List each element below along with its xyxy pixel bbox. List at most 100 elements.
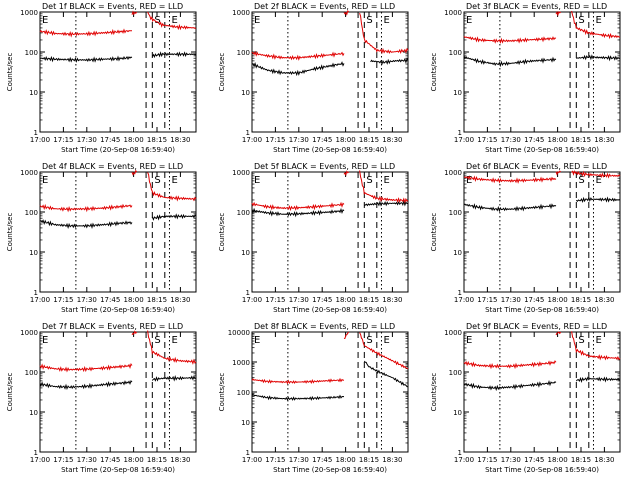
chart-2-xlabel: Start Time (20-Sep-08 16:59:40) bbox=[273, 146, 387, 154]
chart-6-ytick-label-2: 100 bbox=[449, 209, 462, 217]
chart-7-ytick-label-2: 100 bbox=[25, 369, 38, 377]
chart-9-xtick-label-2: 17:30 bbox=[501, 456, 521, 464]
chart-6-xtick-label-2: 17:30 bbox=[501, 296, 521, 304]
chart-8-vline-label-2: S bbox=[366, 335, 372, 346]
chart-6-series-0-seg-1 bbox=[575, 196, 621, 204]
chart-8-series-1-seg-0 bbox=[251, 377, 345, 385]
chart-9-xtick-label-3: 17:45 bbox=[524, 456, 544, 464]
chart-8-xtick-label-5: 18:15 bbox=[359, 456, 379, 464]
chart-6-title: Det 6f BLACK = Events, RED = LLD bbox=[466, 162, 607, 171]
chart-9-xtick-label-5: 18:15 bbox=[571, 456, 591, 464]
chart-8-ytick-label-3: 1000 bbox=[232, 359, 250, 367]
chart-9-series-0-seg-0 bbox=[463, 380, 557, 392]
chart-1-vline-label-2: S bbox=[154, 15, 160, 26]
chart-4-series-1-seg-1 bbox=[131, 169, 138, 176]
chart-5-xlabel: Start Time (20-Sep-08 16:59:40) bbox=[273, 306, 387, 314]
chart-7-series-0-seg-1 bbox=[151, 374, 197, 382]
chart-1-series-1-seg-1 bbox=[131, 10, 138, 16]
chart-2-corner-label: E bbox=[254, 15, 260, 26]
chart-7-corner-label: E bbox=[42, 335, 48, 346]
chart-8-corner-label: E bbox=[254, 335, 260, 346]
chart-7-series-1-seg-0 bbox=[39, 362, 133, 373]
chart-7-xtick-label-0: 17:00 bbox=[30, 456, 50, 464]
chart-8-ytick-label-0: 1 bbox=[246, 449, 250, 457]
chart-9-frame bbox=[463, 331, 621, 453]
chart-7-series-1-seg-1 bbox=[131, 330, 138, 336]
chart-1-xtick-label-0: 17:00 bbox=[30, 136, 50, 144]
chart-8-series-1-seg-1 bbox=[343, 331, 350, 339]
chart-4-series-0-seg-0 bbox=[39, 219, 133, 229]
chart-3: Det 3f BLACK = Events, RED = LLD Counts/s… bbox=[430, 2, 621, 154]
chart-2: Det 2f BLACK = Events, RED = LLD Counts/s… bbox=[218, 2, 409, 154]
chart-4-series-1-seg-2 bbox=[147, 172, 197, 202]
chart-9-series-0-seg-1 bbox=[575, 376, 621, 383]
chart-2-series-1-seg-0 bbox=[251, 50, 345, 61]
chart-5-xtick-label-1: 17:15 bbox=[265, 296, 285, 304]
chart-8-series-0-seg-0 bbox=[251, 393, 345, 401]
chart-2-xtick-label-2: 17:30 bbox=[289, 136, 309, 144]
chart-6-series-0-seg-0 bbox=[463, 203, 557, 213]
chart-3-xtick-label-4: 18:00 bbox=[548, 136, 568, 144]
chart-6-ytick-label-0: 1 bbox=[458, 289, 462, 297]
chart-6-xtick-label-0: 17:00 bbox=[454, 296, 474, 304]
chart-5-xtick-label-6: 18:30 bbox=[382, 296, 402, 304]
chart-7-series-1-seg-2 bbox=[147, 330, 197, 365]
chart-2-ylabel: Counts/sec bbox=[218, 53, 226, 92]
chart-6-series-1-seg-2 bbox=[571, 170, 621, 179]
chart-5-xtick-label-5: 18:15 bbox=[359, 296, 379, 304]
chart-2-xtick-label-5: 18:15 bbox=[359, 136, 379, 144]
chart-4-xtick-label-4: 18:00 bbox=[124, 296, 144, 304]
chart-9-vline-label-2: S bbox=[578, 335, 584, 346]
chart-2-xtick-label-0: 17:00 bbox=[242, 136, 262, 144]
chart-5-series-0-seg-0 bbox=[251, 207, 345, 218]
chart-2-xtick-label-1: 17:15 bbox=[265, 136, 285, 144]
chart-7: Det 7f BLACK = Events, RED = LLD Counts/s… bbox=[6, 322, 197, 474]
chart-8-ylabel: Counts/sec bbox=[218, 373, 226, 412]
chart-2-frame bbox=[251, 11, 409, 133]
chart-4-ylabel: Counts/sec bbox=[6, 213, 14, 252]
chart-6-vline-label-4: E bbox=[595, 175, 601, 186]
chart-4-xtick-label-1: 17:15 bbox=[53, 296, 73, 304]
chart-1-xtick-label-5: 18:15 bbox=[147, 136, 167, 144]
chart-9-series-1-seg-0 bbox=[463, 360, 557, 370]
chart-3-ytick-label-0: 1 bbox=[458, 129, 462, 137]
chart-4-ytick-label-0: 1 bbox=[34, 289, 38, 297]
chart-5-ytick-label-0: 1 bbox=[246, 289, 250, 297]
chart-7-vline-label-4: E bbox=[171, 335, 177, 346]
chart-8-ytick-label-4: 10000 bbox=[228, 329, 250, 337]
chart-7-frame bbox=[39, 331, 197, 453]
chart-5-vline-label-4: E bbox=[383, 175, 389, 186]
chart-7-series-0-seg-0 bbox=[39, 380, 133, 391]
chart-7-xlabel: Start Time (20-Sep-08 16:59:40) bbox=[61, 466, 175, 474]
chart-4-xlabel: Start Time (20-Sep-08 16:59:40) bbox=[61, 306, 175, 314]
chart-8-ytick-label-1: 10 bbox=[241, 419, 250, 427]
chart-8-ytick-label-2: 100 bbox=[237, 389, 250, 397]
chart-6-vline-label-2: S bbox=[578, 175, 584, 186]
chart-4-xtick-label-2: 17:30 bbox=[77, 296, 97, 304]
chart-8-xtick-label-3: 17:45 bbox=[312, 456, 332, 464]
chart-9-xtick-label-4: 18:00 bbox=[548, 456, 568, 464]
chart-6: Det 6f BLACK = Events, RED = LLD Counts/s… bbox=[430, 162, 621, 314]
chart-6-series-1-seg-0 bbox=[463, 175, 557, 184]
chart-6-ylabel: Counts/sec bbox=[430, 213, 438, 252]
chart-6-ytick-label-1: 10 bbox=[453, 249, 462, 257]
chart-1-ytick-label-3: 1000 bbox=[20, 9, 38, 17]
chart-2-series-0-seg-1 bbox=[370, 57, 409, 66]
chart-4-series-1-seg-0 bbox=[39, 203, 133, 213]
chart-7-ytick-label-3: 1000 bbox=[20, 329, 38, 337]
chart-3-xtick-label-5: 18:15 bbox=[571, 136, 591, 144]
chart-1-ytick-label-0: 1 bbox=[34, 129, 38, 137]
chart-6-xlabel: Start Time (20-Sep-08 16:59:40) bbox=[485, 306, 599, 314]
chart-2-xtick-label-6: 18:30 bbox=[382, 136, 402, 144]
chart-3-vline-label-4: E bbox=[595, 15, 601, 26]
chart-5-title: Det 5f BLACK = Events, RED = LLD bbox=[254, 162, 395, 171]
chart-2-xtick-label-4: 18:00 bbox=[336, 136, 356, 144]
chart-5-xtick-label-3: 17:45 bbox=[312, 296, 332, 304]
chart-6-xtick-label-4: 18:00 bbox=[548, 296, 568, 304]
chart-3-series-1-seg-0 bbox=[463, 36, 557, 44]
chart-8-title: Det 8f BLACK = Events, RED = LLD bbox=[254, 322, 395, 331]
chart-6-xtick-label-1: 17:15 bbox=[477, 296, 497, 304]
chart-9-ytick-label-3: 1000 bbox=[444, 329, 462, 337]
chart-4-vline-label-2: S bbox=[154, 175, 160, 186]
